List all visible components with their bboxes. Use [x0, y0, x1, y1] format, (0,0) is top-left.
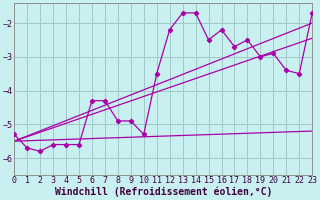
X-axis label: Windchill (Refroidissement éolien,°C): Windchill (Refroidissement éolien,°C) [54, 187, 272, 197]
